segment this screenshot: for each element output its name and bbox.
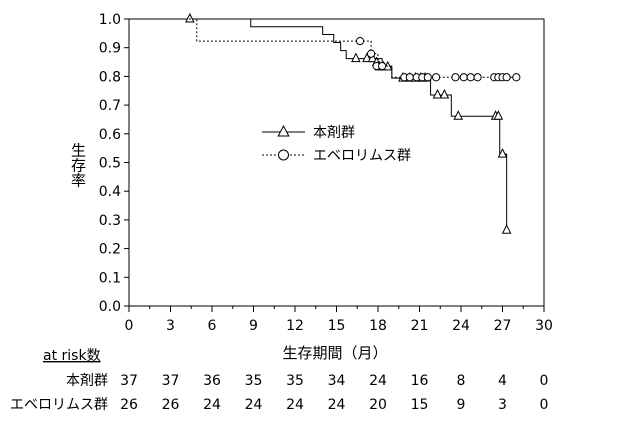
y-tick-label: 0.7 — [99, 98, 121, 114]
y-tick-label: 0.0 — [99, 299, 121, 315]
censor-marker-triangle — [501, 224, 512, 234]
at-risk-value: 26 — [120, 397, 138, 413]
series-group — [129, 12, 521, 234]
y-tick-label: 0.4 — [99, 184, 121, 200]
x-axis-label: 生存期間（月） — [282, 344, 387, 362]
x-tick-label: 6 — [208, 318, 217, 334]
at-risk-value: 37 — [120, 373, 138, 389]
legend-circle-marker — [278, 149, 289, 161]
censor-marker-circle — [473, 73, 482, 82]
at-risk-value: 24 — [245, 397, 263, 413]
at-risk-value: 4 — [498, 373, 507, 389]
axis-ticks: 0.0 0.1 0.2 0.3 0.4 0.5 0.6 0.7 0.8 0.9 1.0 0 3 6 9 12 1… — [99, 12, 553, 334]
at-risk-value: 0 — [540, 373, 549, 389]
censor-marker-triangle — [439, 88, 450, 99]
censor-marker-circle — [466, 73, 475, 82]
legend-label-series-1: 本剤群 — [313, 125, 355, 141]
at-risk-header: at risk数 — [43, 348, 101, 364]
x-tick-label: 30 — [535, 318, 553, 334]
x-tick-label: 21 — [411, 318, 429, 334]
series-line-1 — [129, 18, 508, 231]
at-risk-value: 35 — [245, 373, 263, 389]
censor-marker-triangle — [351, 52, 361, 63]
at-risk-row-label: 本剤群 — [66, 373, 108, 389]
at-risk-table: at risk数 本剤群 37 37 36 35 35 34 24 16 8 4 0 エベロリムス群 26… — [10, 348, 548, 413]
x-tick-label: 18 — [369, 318, 387, 334]
at-risk-value: 24 — [203, 397, 221, 413]
at-risk-row-label: エベロリムス群 — [10, 397, 108, 413]
at-risk-value: 24 — [328, 397, 346, 413]
at-risk-value: 9 — [457, 397, 466, 413]
censor-marker-triangle — [497, 148, 508, 158]
at-risk-value: 24 — [286, 397, 304, 413]
y-tick-label: 0.5 — [99, 156, 121, 172]
censor-marker-circle — [423, 73, 432, 82]
censor-marker-circle — [512, 73, 521, 82]
legend-triangle-marker — [277, 124, 290, 137]
at-risk-value: 16 — [411, 373, 429, 389]
y-tick-label: 0.9 — [99, 41, 121, 57]
censor-marker-circle — [459, 73, 468, 82]
y-tick-label: 1.0 — [99, 12, 121, 28]
y-tick-label: 0.1 — [99, 270, 121, 286]
at-risk-value: 3 — [498, 397, 507, 413]
y-tick-label: 0.3 — [99, 213, 121, 229]
censor-marker-circle — [378, 61, 387, 71]
censor-marker-circle — [405, 73, 414, 82]
x-tick-label: 12 — [286, 318, 304, 334]
at-risk-value: 15 — [411, 397, 429, 413]
censor-marker-triangle — [493, 110, 504, 120]
censor-marker-circle — [451, 73, 460, 82]
y-axis-label: 生存率 — [69, 143, 87, 188]
at-risk-value: 26 — [162, 397, 180, 413]
legend-label-series-2: エベロリムス群 — [313, 148, 411, 164]
censor-marker-triangle — [432, 88, 443, 99]
censor-marker-circle — [502, 73, 511, 82]
x-tick-label: 27 — [494, 318, 512, 334]
y-tick-label: 0.2 — [99, 242, 121, 258]
y-tick-label: 0.6 — [99, 127, 121, 143]
x-tick-label: 3 — [166, 318, 175, 334]
censor-marker-circle — [355, 36, 365, 46]
at-risk-value: 24 — [369, 373, 387, 389]
x-tick-label: 0 — [125, 318, 134, 334]
at-risk-value: 36 — [203, 373, 221, 389]
at-risk-value: 34 — [328, 373, 346, 389]
censor-marker-circle — [432, 73, 441, 82]
at-risk-value: 20 — [369, 397, 387, 413]
censor-marker-triangle — [185, 12, 195, 23]
censor-marker-triangle — [453, 110, 464, 120]
legend: 本剤群 エベロリムス群 — [262, 124, 411, 164]
x-tick-label: 9 — [249, 318, 258, 334]
x-tick-label: 24 — [452, 318, 470, 334]
at-risk-value: 37 — [162, 373, 180, 389]
at-risk-value: 35 — [286, 373, 304, 389]
at-risk-value: 8 — [457, 373, 466, 389]
x-tick-label: 15 — [328, 318, 346, 334]
at-risk-value: 0 — [540, 397, 549, 413]
censor-marker-circle — [366, 49, 376, 58]
y-tick-label: 0.8 — [99, 69, 121, 85]
